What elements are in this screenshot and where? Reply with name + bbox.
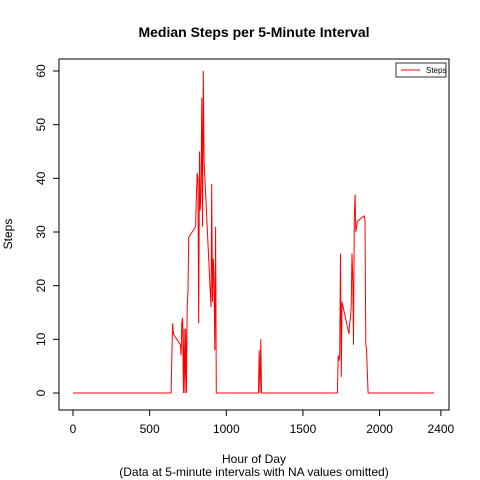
x-axis-label: Hour of Day	[222, 452, 286, 466]
plot-area-frame	[58, 58, 450, 411]
y-axis-label: Steps	[1, 219, 15, 250]
x-tick-label: 1500	[290, 422, 317, 436]
y-tick-label: 50	[34, 118, 48, 132]
legend-label-steps: Steps	[426, 66, 446, 75]
x-tick-label: 500	[140, 422, 160, 436]
y-axis: 0 10 20 30 40 50 60	[34, 64, 60, 396]
y-tick-label: 30	[34, 225, 48, 239]
x-tick-label: 2000	[366, 422, 393, 436]
y-tick-label: 0	[34, 389, 48, 396]
y-tick-label: 60	[34, 64, 48, 78]
chart-title: Median Steps per 5-Minute Interval	[138, 24, 369, 40]
x-tick-label: 2400	[428, 422, 455, 436]
x-tick-label: 1000	[213, 422, 240, 436]
x-axis: 0 500 1000 1500 2000 2400	[70, 409, 455, 436]
legend-box	[395, 62, 447, 78]
y-tick-label: 20	[34, 279, 48, 293]
y-tick-label: 40	[34, 171, 48, 185]
y-tick-label: 10	[34, 332, 48, 346]
x-axis-sublabel: (Data at 5-minute intervals with NA valu…	[119, 465, 388, 479]
x-tick-label: 0	[70, 422, 77, 436]
steps-series-line	[73, 70, 434, 394]
legend: Steps	[395, 62, 447, 78]
